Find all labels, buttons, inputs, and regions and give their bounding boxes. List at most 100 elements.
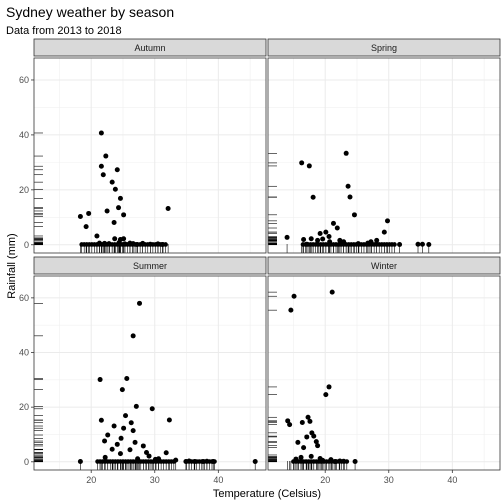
data-point (343, 150, 349, 156)
x-tick-label: 30 (384, 475, 394, 485)
data-point (128, 420, 134, 426)
data-point (337, 237, 343, 243)
panel-border (267, 275, 501, 471)
data-point (147, 241, 153, 247)
data-point (304, 434, 310, 440)
data-point (330, 220, 336, 226)
data-point (103, 153, 109, 159)
facet-strip (33, 256, 267, 275)
data-point (86, 210, 92, 216)
panel-background (268, 58, 500, 253)
data-point (114, 441, 120, 447)
data-point (121, 212, 127, 218)
data-point (320, 236, 326, 242)
data-point (135, 456, 141, 462)
data-point (132, 439, 138, 445)
data-point (291, 293, 297, 299)
data-point (313, 439, 319, 445)
data-point (114, 167, 120, 173)
data-point (299, 419, 305, 425)
data-point (116, 205, 122, 211)
y-tick-label: 40 (19, 348, 29, 358)
x-tick-label: 20 (320, 475, 330, 485)
data-point (315, 443, 321, 449)
data-point (341, 239, 347, 245)
data-point (384, 218, 390, 224)
data-point (186, 458, 192, 464)
data-point (155, 241, 161, 247)
data-point (104, 208, 110, 214)
data-point (308, 236, 314, 242)
data-point (156, 456, 162, 462)
y-tick-label: 20 (19, 185, 29, 195)
data-point (109, 446, 115, 452)
data-point (311, 433, 317, 439)
data-point (295, 439, 301, 445)
data-point (130, 333, 136, 339)
data-point (323, 392, 329, 398)
data-point (293, 456, 299, 462)
data-point (173, 457, 179, 463)
data-point (347, 194, 353, 200)
data-point (98, 163, 104, 169)
chart-subtitle: Data from 2013 to 2018 (6, 25, 122, 37)
data-point (392, 242, 397, 247)
panel-background (34, 276, 266, 470)
data-point (299, 160, 305, 166)
data-point (121, 236, 127, 242)
panel-border (33, 57, 267, 254)
data-point (130, 428, 136, 434)
y-axis-title: Rainfall (mm) (6, 233, 18, 298)
data-point (200, 459, 206, 465)
data-point (124, 375, 130, 381)
data-point (98, 130, 104, 136)
data-point (192, 459, 198, 465)
data-point (327, 239, 333, 245)
data-point (374, 237, 380, 243)
data-point (355, 241, 361, 247)
data-point (140, 240, 146, 246)
data-point (326, 234, 332, 240)
data-point (109, 179, 115, 185)
data-point (106, 241, 112, 247)
x-tick-label: 40 (447, 475, 457, 485)
data-point (119, 387, 125, 393)
y-tick-label: 0 (24, 457, 29, 467)
data-point (166, 417, 172, 423)
data-point (308, 453, 314, 459)
data-point (121, 425, 127, 431)
data-point (210, 459, 216, 465)
data-point (112, 186, 118, 192)
data-point (320, 457, 326, 463)
data-point (337, 458, 343, 464)
data-point (112, 236, 118, 242)
data-point (100, 172, 106, 178)
data-point (323, 229, 329, 235)
data-point (133, 403, 139, 409)
data-point (351, 212, 357, 218)
data-point (368, 239, 374, 245)
data-point (345, 183, 351, 189)
data-point (352, 459, 358, 465)
data-point (102, 240, 108, 246)
data-point (301, 237, 307, 243)
data-point (381, 229, 387, 235)
x-tick-label: 20 (86, 475, 96, 485)
data-point (301, 445, 307, 451)
data-point (315, 237, 321, 243)
data-point (96, 240, 102, 246)
facet-panels: Autumn 0 20 40 60 Spring Summer 0 20 40 60 20 30 40 Wi… (19, 38, 501, 485)
data-point (94, 233, 100, 239)
data-point (102, 438, 108, 444)
data-point (287, 422, 293, 428)
data-point (123, 413, 129, 419)
facet-strip (33, 38, 267, 57)
data-point (127, 447, 133, 453)
facet-strip (267, 38, 501, 57)
data-point (77, 213, 83, 219)
data-point (419, 241, 425, 247)
data-point (305, 414, 311, 420)
data-point (317, 231, 323, 236)
data-point (118, 435, 124, 441)
